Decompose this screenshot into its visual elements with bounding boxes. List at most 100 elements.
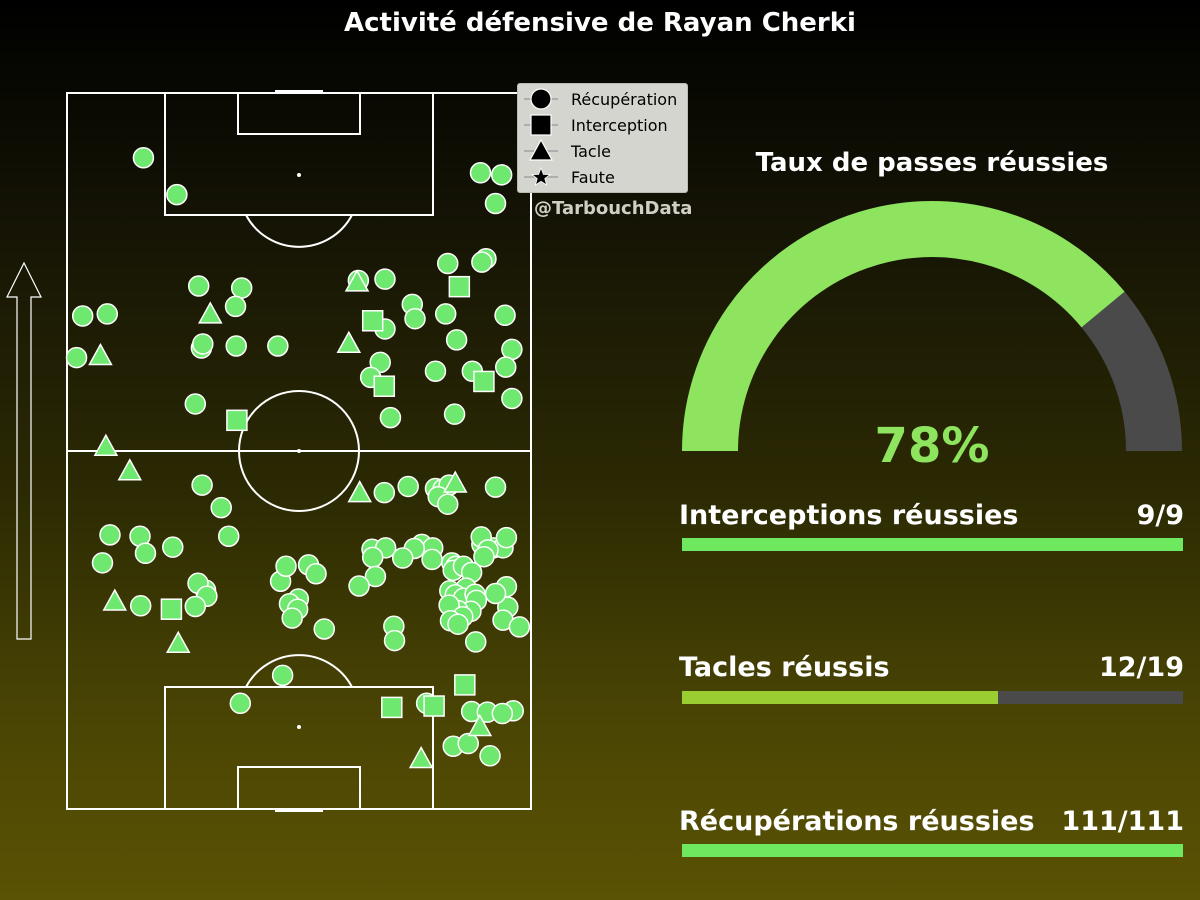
marker-circle	[275, 555, 297, 577]
stat-bar-fill-interceptions	[682, 538, 1183, 551]
marker-circle	[134, 542, 157, 565]
marker-circle	[192, 333, 214, 355]
marker-circle	[437, 252, 459, 275]
gauge-filled-arc	[682, 201, 1125, 452]
marker-circle	[484, 192, 507, 215]
centre-circle	[238, 390, 360, 512]
marker-circle	[397, 475, 419, 498]
marker-circle	[281, 607, 303, 629]
gauge-value: 78%	[874, 418, 990, 474]
marker-circle	[96, 303, 119, 325]
attack-direction-arrow-icon	[6, 261, 42, 640]
marker-square	[423, 695, 445, 717]
marker-circle	[491, 702, 514, 725]
marker-circle	[495, 526, 518, 549]
marker-triangle	[117, 458, 143, 481]
marker-circle	[217, 525, 240, 547]
marker-triangle	[347, 480, 372, 503]
stat-label-recuperations: Récupérations réussies	[679, 806, 1035, 837]
marker-triangle	[344, 269, 370, 292]
marker-square	[381, 696, 403, 719]
legend-item-tacle: Tacle	[518, 138, 611, 164]
marker-circle	[443, 403, 466, 425]
marker-circle	[361, 546, 384, 569]
marker-circle	[421, 548, 443, 571]
marker-circle	[457, 732, 479, 755]
marker-circle	[166, 183, 188, 206]
marker-circle	[267, 335, 289, 357]
legend-item-recuperation: Récupération	[518, 86, 677, 112]
marker-circle	[184, 595, 207, 618]
pitch-lines	[66, 90, 532, 812]
legend-label: Récupération	[571, 89, 678, 109]
marker-circle	[469, 162, 492, 184]
marker-circle	[229, 692, 252, 715]
stat-bar-fill-recuperations	[682, 844, 1183, 857]
marker-circle	[271, 664, 294, 687]
marker-circle	[495, 356, 517, 378]
marker-triangle	[408, 745, 434, 769]
stat-value-tacles: 12/19	[1098, 652, 1184, 683]
marker-circle	[484, 582, 507, 605]
marker-circle	[184, 393, 207, 415]
event-markers	[65, 147, 531, 769]
marker-circle	[91, 552, 114, 574]
marker-circle	[424, 360, 447, 382]
gauge-remaining-arc	[1081, 291, 1182, 452]
marker-circle	[187, 275, 210, 297]
marker-triangle	[93, 433, 119, 456]
marker-circle	[471, 251, 493, 273]
marker-circle	[305, 562, 327, 585]
gauge-title: Taux de passes réussies	[755, 148, 1109, 178]
marker-circle	[404, 307, 426, 330]
marker-circle	[501, 387, 523, 410]
legend-circle-icon	[524, 88, 558, 110]
marker-triangle	[442, 470, 468, 493]
legend-item-faute: Faute	[518, 164, 615, 190]
stat-value-recuperations: 111/111	[1061, 806, 1184, 837]
marker-square	[454, 674, 476, 696]
bottom-penalty-spot	[297, 725, 301, 729]
marker-circle	[364, 565, 387, 588]
marker-circle	[225, 335, 247, 357]
marker-circle	[129, 595, 152, 617]
marker-circle	[369, 351, 391, 374]
pitch-chart	[6, 90, 532, 812]
marker-circle	[445, 329, 468, 351]
marker-triangle	[165, 630, 191, 654]
top-penalty-arc	[245, 214, 353, 248]
marker-circle	[494, 304, 516, 327]
marker-circle	[490, 164, 513, 186]
top-penalty-box	[164, 92, 434, 216]
chart-title: Activité défensive de Rayan Cherki	[344, 8, 856, 38]
marker-circle	[383, 629, 406, 652]
stat-label-tacles: Tacles réussis	[679, 652, 890, 683]
marker-circle	[379, 406, 402, 429]
marker-circle	[484, 476, 507, 498]
marker-circle	[473, 545, 495, 568]
marker-square	[448, 275, 471, 298]
marker-circle	[210, 496, 232, 519]
marker-circle	[99, 524, 121, 546]
pass-gauge	[682, 201, 1182, 452]
marker-triangle	[336, 330, 362, 354]
marker-circle	[71, 305, 94, 327]
marker-circle	[230, 277, 253, 299]
marker-triangle	[102, 588, 128, 611]
marker-square	[473, 370, 495, 393]
marker-square	[373, 375, 396, 397]
stat-value-interceptions: 9/9	[1136, 500, 1184, 531]
bottom-penalty-arc	[245, 654, 353, 688]
legend-square-icon	[524, 114, 558, 136]
stat-label-interceptions: Interceptions réussies	[679, 500, 1019, 531]
marker-circle	[313, 618, 335, 640]
marker-circle	[434, 303, 457, 325]
legend-item-interception: Interception	[518, 112, 668, 138]
marker-circle	[373, 481, 396, 504]
marker-circle	[479, 745, 501, 767]
legend-star-icon	[524, 166, 558, 186]
marker-circle	[447, 613, 469, 635]
legend-triangle-icon	[524, 138, 558, 161]
marker-square	[226, 409, 248, 432]
marker-circle	[224, 295, 247, 318]
